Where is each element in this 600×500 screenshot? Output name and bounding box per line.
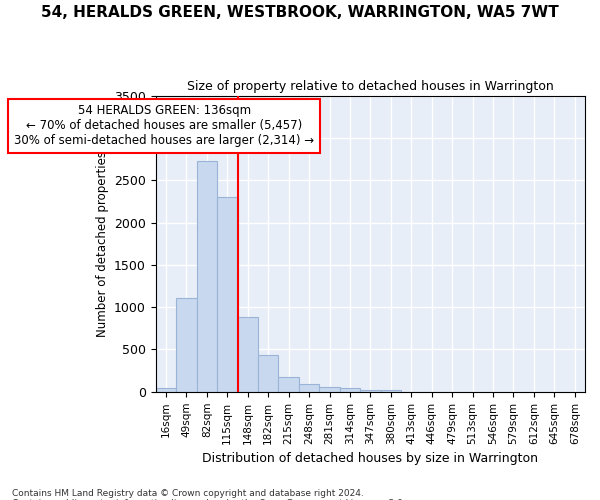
Bar bbox=[360, 390, 380, 392]
Text: 54 HERALDS GREEN: 136sqm
← 70% of detached houses are smaller (5,457)
30% of sem: 54 HERALDS GREEN: 136sqm ← 70% of detach… bbox=[14, 104, 314, 148]
Bar bbox=[340, 388, 360, 392]
Bar bbox=[238, 318, 258, 392]
Bar bbox=[156, 388, 176, 392]
Title: Size of property relative to detached houses in Warrington: Size of property relative to detached ho… bbox=[187, 80, 554, 93]
Bar bbox=[278, 377, 299, 392]
Text: Contains HM Land Registry data © Crown copyright and database right 2024.: Contains HM Land Registry data © Crown c… bbox=[12, 488, 364, 498]
X-axis label: Distribution of detached houses by size in Warrington: Distribution of detached houses by size … bbox=[202, 452, 538, 465]
Text: Contains public sector information licensed under the Open Government Licence v3: Contains public sector information licen… bbox=[12, 498, 406, 500]
Bar bbox=[319, 387, 340, 392]
Text: 54, HERALDS GREEN, WESTBROOK, WARRINGTON, WA5 7WT: 54, HERALDS GREEN, WESTBROOK, WARRINGTON… bbox=[41, 5, 559, 20]
Bar bbox=[217, 197, 238, 392]
Y-axis label: Number of detached properties: Number of detached properties bbox=[95, 150, 109, 336]
Bar bbox=[176, 298, 197, 392]
Bar bbox=[299, 384, 319, 392]
Bar bbox=[258, 356, 278, 392]
Bar bbox=[380, 390, 401, 392]
Bar bbox=[197, 160, 217, 392]
